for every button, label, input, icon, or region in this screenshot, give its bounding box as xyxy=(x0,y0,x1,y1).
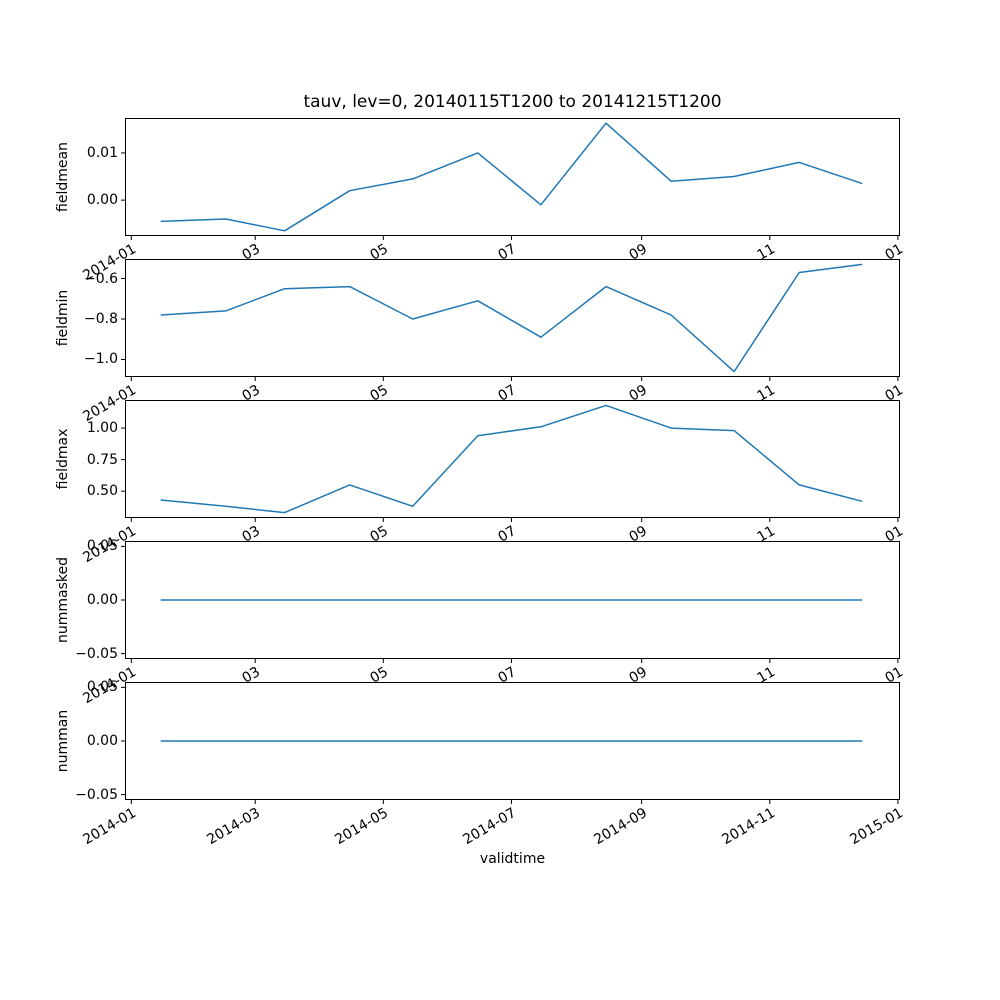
x-tick-label: 2014-03 xyxy=(204,805,264,849)
x-tick-label: 2014-07 xyxy=(460,805,520,849)
data-line-fieldmean xyxy=(160,122,863,232)
y-tick-label: 0.01 xyxy=(86,144,118,161)
axes-numman xyxy=(121,682,900,804)
subplot-nummasked: 0.05 0.00 −0.05 2014-01 03 05 07 09 11 01 nummaske… xyxy=(55,538,906,707)
y-tick-label: 0.05 xyxy=(86,538,118,555)
y-tick-label: −0.8 xyxy=(84,311,118,327)
y-tick-label: −0.6 xyxy=(84,270,118,287)
axes-fieldmax xyxy=(121,400,900,522)
y-axis-label-fieldmin: fieldmin xyxy=(55,289,71,347)
y-tick-label: 0.75 xyxy=(86,451,118,468)
y-tick-label: −0.05 xyxy=(75,645,118,662)
x-tick-label: 2014-11 xyxy=(719,805,778,849)
y-tick-label: 0.00 xyxy=(86,592,118,608)
subplot-fieldmin: −0.6 −0.8 −1.0 2014-01 03 05 07 09 11 01 fieldmin xyxy=(55,259,906,425)
y-axis-label-nummasked: nummasked xyxy=(55,556,71,644)
subplot-fieldmean: 0.01 0.00 2014-01 03 05 07 09 11 01 fieldmean xyxy=(55,118,906,284)
axes-frame xyxy=(125,682,900,800)
chart-title: tauv, lev=0, 20140115T1200 to 20141215T1… xyxy=(303,92,722,112)
y-tick-label: 0.00 xyxy=(86,733,118,749)
axes-frame xyxy=(125,118,900,236)
axes-frame xyxy=(125,541,900,659)
subplot-numman: 0.05 0.00 −0.05 2014-01 2014-03 2014-05 2014-0… xyxy=(55,679,906,848)
x-tick-label: 2014-09 xyxy=(590,805,650,849)
y-tick-label: 0.50 xyxy=(86,483,118,500)
axes-nummasked xyxy=(121,541,900,663)
x-tick-label: 2014-05 xyxy=(332,805,392,849)
y-tick-label: −0.05 xyxy=(75,786,118,803)
subplot-fieldmax: 1.00 0.75 0.50 2014-01 03 05 07 09 11 01 fieldmax xyxy=(55,400,906,566)
axes-fieldmean xyxy=(121,118,900,240)
axes-frame xyxy=(125,400,900,518)
data-line-fieldmax xyxy=(160,404,863,514)
x-axis-title: validtime xyxy=(479,851,546,867)
y-tick-label: 0.05 xyxy=(86,679,118,696)
y-tick-label: 1.00 xyxy=(86,420,118,437)
y-axis-label-numman: numman xyxy=(55,709,71,773)
data-line-fieldmin xyxy=(160,263,863,373)
y-tick-label: 0.00 xyxy=(86,192,118,209)
y-axis-label-fieldmax: fieldmax xyxy=(55,428,71,490)
y-tick-label: −1.0 xyxy=(84,351,118,368)
axes-frame xyxy=(125,259,900,377)
axes-fieldmin xyxy=(121,259,900,381)
x-tick-label: 2015-01 xyxy=(847,805,906,849)
y-axis-label-fieldmean: fieldmean xyxy=(55,142,71,212)
x-tick-label: 2014-01 xyxy=(80,805,140,849)
